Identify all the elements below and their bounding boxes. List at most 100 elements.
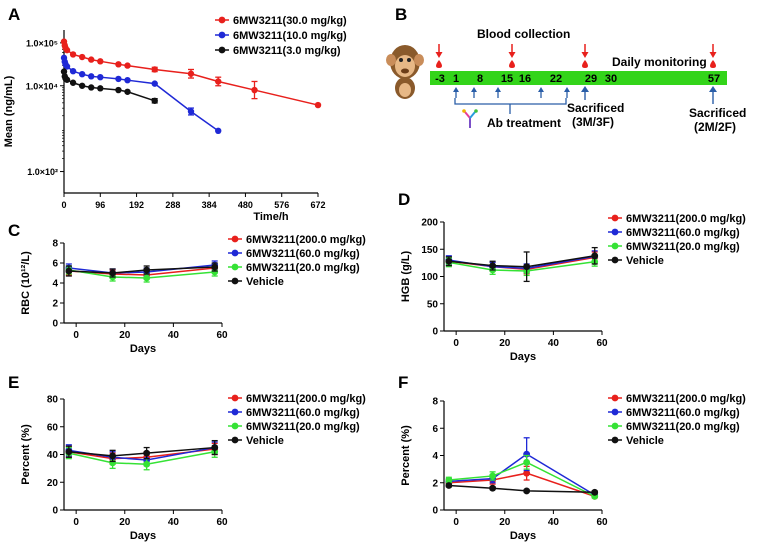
x-tick-label: 0	[453, 338, 459, 349]
series-line-green	[448, 261, 595, 272]
data-point-black	[65, 267, 73, 275]
data-point-blue	[69, 67, 77, 75]
data-point-blue	[78, 70, 86, 78]
y-axis-label: HGB (g/L)	[400, 251, 412, 303]
series-line-green	[68, 450, 215, 465]
data-point-blue	[151, 80, 158, 87]
panel-letter-e: E	[8, 373, 19, 392]
timeline-day-label: 57	[708, 73, 720, 85]
x-tick-label: 20	[119, 330, 131, 341]
data-point-red	[124, 62, 131, 69]
series-line-black	[63, 71, 155, 102]
data-point-red	[88, 56, 95, 63]
x-axis-label: Days	[510, 351, 536, 363]
blood-drop-icon	[710, 60, 716, 68]
legend-label: 6MW3211(20.0 mg/kg)	[626, 421, 740, 433]
y-tick-label: 80	[47, 395, 59, 406]
x-tick-label: 96	[95, 200, 105, 210]
timeline-day-label: -3	[435, 73, 445, 85]
x-tick-label: 60	[216, 330, 228, 341]
timeline-day-label: 16	[519, 73, 531, 85]
data-point-black	[63, 76, 71, 83]
data-point-black	[151, 97, 158, 104]
data-point-red	[251, 86, 258, 94]
data-point-blue	[88, 73, 95, 80]
series-line-black	[448, 484, 595, 494]
x-axis-label: Days	[130, 530, 156, 542]
x-tick-label: 40	[168, 330, 180, 341]
legend-marker	[611, 242, 619, 250]
treatment-arrowhead	[538, 87, 544, 92]
y-tick-label: 100	[421, 272, 438, 283]
data-point-black	[143, 449, 151, 457]
blood-drop-icon	[582, 60, 588, 68]
y-tick-label: 50	[427, 299, 439, 310]
rbc-chart: 0 2 4 6 8 0 20 40 60 Days RBC (10¹²/L) 6MW3211(200.…	[20, 234, 366, 355]
legend-marker	[231, 422, 239, 430]
data-point-red	[523, 469, 531, 477]
panel-letter-f: F	[398, 373, 408, 392]
data-point-black	[523, 487, 531, 495]
panel-letter-a: A	[8, 5, 20, 24]
x-tick-label: 60	[596, 517, 608, 528]
series-line-black	[68, 446, 215, 457]
x-tick-label: 576	[274, 200, 289, 210]
legend-marker	[218, 16, 226, 24]
data-point-black	[211, 263, 219, 271]
y-tick-label: 1.0×10⁵	[26, 38, 58, 48]
data-point-blue	[63, 63, 71, 70]
data-point-green	[143, 460, 151, 468]
sacrificed-1-detail: (3M/3F)	[572, 115, 614, 129]
legend-label: 6MW3211(10.0 mg/kg)	[233, 30, 347, 42]
data-point-black	[88, 84, 95, 91]
y-tick-label: 8	[432, 397, 438, 408]
treatment-arrowhead	[495, 87, 501, 92]
legend-label: 6MW3211(200.0 mg/kg)	[246, 234, 366, 246]
sacrificed-1-label: Sacrificed	[567, 101, 624, 115]
data-point-black	[124, 88, 131, 95]
timeline-day-label: 29	[585, 73, 597, 85]
x-axis-label: Days	[510, 530, 536, 542]
ab-treatment-label: Ab treatment	[487, 116, 561, 130]
red-arrowhead	[709, 52, 717, 58]
y-tick-label: 60	[47, 422, 59, 433]
series-line-blue	[448, 453, 596, 496]
monkey-icon	[386, 45, 424, 99]
sacrificed-2-arrowhead	[709, 86, 717, 92]
x-tick-label: 192	[129, 200, 144, 210]
y-tick-label: 40	[47, 450, 59, 461]
data-point-green	[143, 274, 151, 282]
data-point-black	[445, 482, 453, 489]
legend-label: 6MW3211(20.0 mg/kg)	[246, 421, 360, 433]
pk-concentration-chart: 1.0×10² 1.0×10⁴ 1.0×10⁵ 0 96 192 288 384 480 576 6…	[3, 15, 347, 223]
data-point-red	[63, 46, 71, 54]
data-point-black	[445, 257, 453, 265]
series-line-green	[448, 461, 596, 498]
legend-label: Vehicle	[626, 255, 664, 267]
data-point-black	[143, 266, 151, 274]
timeline-bar	[430, 71, 727, 85]
data-point-black	[78, 82, 86, 89]
x-axis-label: Time/h	[253, 211, 289, 223]
x-tick-label: 672	[310, 200, 325, 210]
treatment-arrowhead	[564, 87, 570, 92]
y-tick-label: 1.0×10⁴	[26, 81, 58, 91]
y-axis-label: Mean (ng/mL)	[3, 75, 15, 147]
percent-chart-e: 0 20 40 60 80 0 20 40 60 Days Percent (%) 6MW3211(2…	[20, 393, 366, 542]
data-point-black	[109, 452, 117, 460]
y-axis-label: Percent (%)	[20, 424, 32, 485]
y-tick-label: 6	[52, 259, 58, 270]
data-point-red	[115, 61, 122, 68]
legend-marker	[231, 436, 239, 444]
legend-marker	[231, 408, 239, 416]
timeline-day-label: 8	[477, 73, 483, 85]
series-line-blue	[63, 57, 219, 132]
legend-marker	[231, 249, 239, 257]
x-tick-label: 60	[596, 338, 608, 349]
data-point-black	[591, 488, 599, 496]
y-tick-label: 150	[421, 245, 438, 256]
data-point-black	[211, 444, 219, 451]
legend-label: Vehicle	[246, 276, 284, 288]
timeline-day-label: 22	[550, 73, 562, 85]
